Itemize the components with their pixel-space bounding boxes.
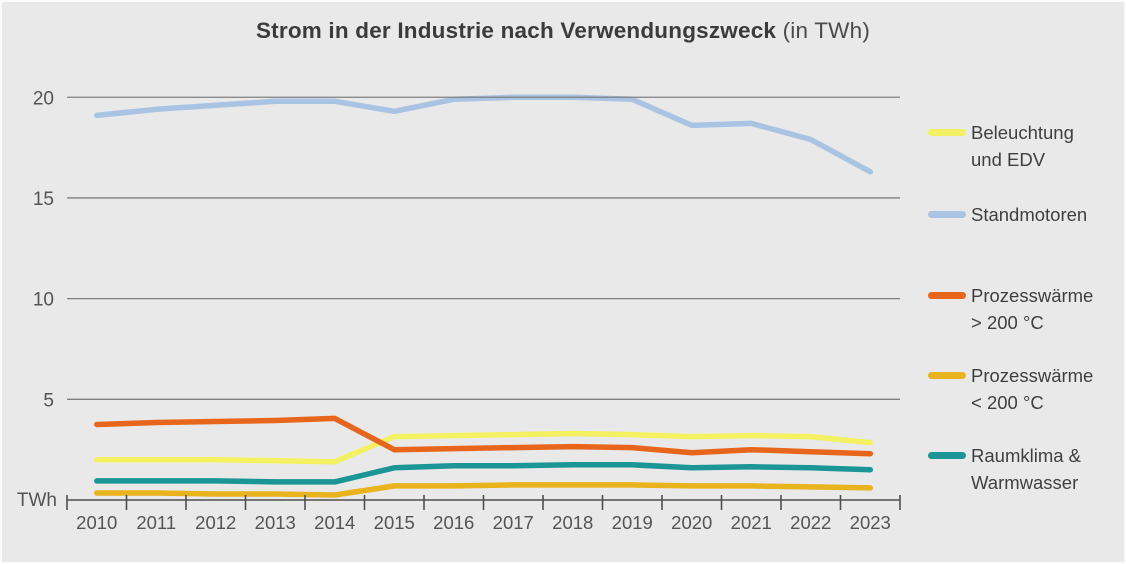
x-axis-year-label: 2015: [374, 512, 415, 533]
x-axis-year-label: 2021: [731, 512, 772, 533]
x-axis-year-label: 2013: [255, 512, 296, 533]
series-line-beleuchtung-und-edv: [94, 430, 874, 465]
series-line-prozessw-rme-200-c: [94, 482, 874, 498]
y-axis-unit-label: TWh: [17, 490, 57, 511]
y-axis-tick-label: 15: [33, 189, 54, 210]
chart-title: Strom in der Industrie nach Verwendungsz…: [2, 18, 1124, 44]
chart-title-suffix: (in TWh): [776, 18, 871, 43]
x-axis-year-label: 2020: [671, 512, 712, 533]
y-axis-tick-label: 10: [33, 290, 54, 311]
series-line-raumklima-warmwasser: [94, 462, 874, 485]
y-axis-tick-label: 20: [33, 88, 54, 109]
x-axis-year-label: 2010: [76, 512, 117, 533]
series-line-standmotoren: [94, 94, 874, 175]
x-axis-year-label: 2012: [195, 512, 236, 533]
series-line-prozessw-rme-200-c: [94, 415, 874, 457]
x-axis-year-label: 2017: [493, 512, 534, 533]
x-axis-year-label: 2018: [552, 512, 593, 533]
x-axis-year-label: 2022: [790, 512, 831, 533]
y-axis-tick-label: 5: [43, 390, 54, 411]
x-axis-year-label: 2014: [314, 512, 355, 533]
x-axis-year-label: 2023: [850, 512, 891, 533]
chart-title-main: Strom in der Industrie nach Verwendungsz…: [255, 18, 777, 43]
x-axis-year-label: 2016: [433, 512, 474, 533]
x-axis-year-label: 2011: [136, 512, 176, 533]
x-axis-year-label: 2019: [612, 512, 653, 533]
